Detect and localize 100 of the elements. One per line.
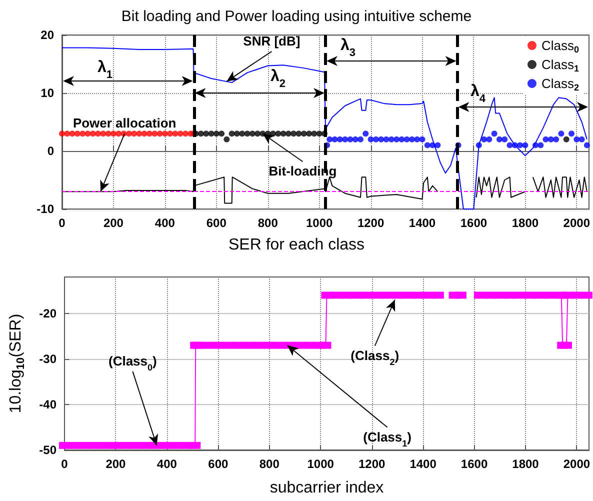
point [408, 136, 415, 142]
point [538, 142, 544, 148]
point [358, 136, 364, 142]
point [476, 142, 482, 148]
x-tick-label: 1200 [357, 216, 384, 230]
annotation: (Class$_{0}$) [108, 353, 157, 372]
point [306, 130, 312, 137]
annotation: (Class$_{2}$) [350, 348, 400, 367]
point [548, 136, 554, 142]
point [296, 130, 302, 137]
point [234, 130, 240, 137]
point [136, 130, 142, 137]
point [336, 136, 343, 142]
x-tick-label: 2000 [563, 457, 590, 471]
point [280, 130, 286, 137]
x-axis-title: subcarrier index [270, 480, 384, 496]
point [584, 142, 590, 148]
point [362, 130, 369, 137]
point [563, 136, 570, 142]
point [424, 142, 430, 148]
point [244, 130, 250, 137]
y-tick-label: 0 [47, 144, 54, 158]
point [131, 130, 138, 137]
point [254, 130, 261, 137]
point [208, 130, 214, 137]
x-tick-label: 1800 [512, 457, 540, 471]
point [146, 130, 152, 137]
point [414, 136, 420, 142]
point [141, 130, 148, 137]
point [553, 136, 560, 142]
point [167, 130, 174, 137]
point [105, 130, 112, 137]
x-tick-label: 400 [156, 457, 178, 471]
y-tick-label: -40 [39, 397, 57, 412]
x-tick-label: 800 [258, 216, 278, 230]
x-tick-label: 800 [259, 457, 280, 471]
point [275, 130, 282, 137]
x-tick-label: 1400 [410, 457, 437, 471]
point [568, 130, 575, 137]
point [249, 130, 256, 137]
point [311, 130, 318, 137]
point [394, 136, 400, 142]
point [368, 136, 374, 142]
point [290, 130, 297, 137]
annotation: (Class$_{1}$) [363, 429, 412, 448]
annotation: λ$_{2}$ [270, 68, 286, 90]
y-axis-title: 10.log10(SER) [8, 314, 27, 414]
x-tick-label: 1800 [512, 216, 539, 230]
point [481, 136, 488, 142]
y-tick-label: -30 [39, 352, 57, 366]
point [383, 136, 390, 142]
point [491, 130, 498, 137]
x-tick-label: 1000 [306, 216, 333, 230]
annotation: λ$_{3}$ [340, 37, 356, 59]
point [398, 136, 405, 142]
x-tick-label: 400 [154, 216, 176, 230]
point [502, 136, 508, 142]
point [182, 130, 189, 137]
point [434, 142, 441, 148]
x-tick-label: 600 [206, 216, 227, 230]
point [64, 130, 70, 137]
y-tick-label: 20 [40, 28, 54, 42]
point [512, 142, 518, 148]
x-tick-label: 200 [103, 216, 124, 230]
point [300, 130, 307, 137]
point [162, 130, 168, 137]
x-tick-label: 1400 [408, 216, 436, 230]
point [74, 130, 80, 137]
x-tick-label: 1600 [460, 457, 488, 471]
x-tick-label: 0 [61, 457, 68, 471]
y-tick-label: -50 [39, 443, 57, 457]
annotation: λ$_{4}$ [470, 83, 486, 105]
point [574, 136, 580, 142]
point [110, 130, 116, 137]
annotation: Bit-loading [268, 164, 337, 179]
point [532, 142, 538, 148]
point [59, 130, 65, 137]
y-tick-label: -10 [36, 202, 54, 216]
point [177, 130, 184, 137]
annotation: Power allocation [72, 116, 176, 131]
point [218, 130, 225, 137]
x-tick-label: 0 [58, 216, 66, 230]
x-tick-label: 1200 [358, 457, 386, 471]
point [84, 130, 91, 137]
point [80, 130, 86, 137]
point [172, 130, 178, 137]
point [517, 142, 524, 148]
x-tick-label: 2000 [563, 216, 590, 230]
x-tick-label: 200 [106, 457, 126, 471]
point [558, 130, 564, 137]
point [430, 142, 436, 148]
point [126, 130, 132, 137]
point [506, 142, 513, 148]
point [404, 136, 410, 142]
x-tick-label: 1000 [307, 457, 334, 471]
point [496, 136, 502, 142]
point [213, 130, 220, 137]
point [486, 136, 492, 142]
point [332, 136, 338, 142]
annotation: λ$_{1}$ [97, 59, 113, 81]
